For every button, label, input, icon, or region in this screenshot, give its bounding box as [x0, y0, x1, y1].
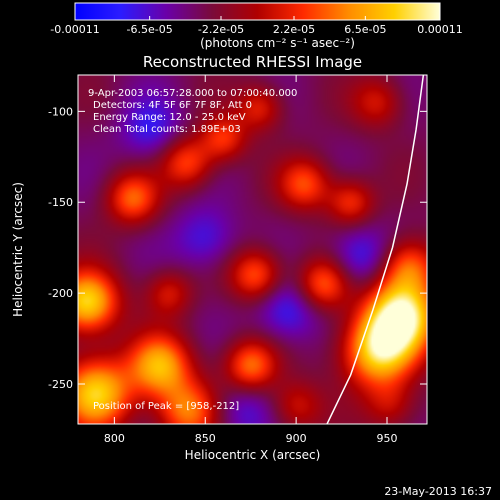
y-axis-label: Heliocentric Y (arcsec) [11, 182, 25, 317]
colorbar-ticks: -0.00011 -6.5e-05 -2.2e-05 2.2e-05 6.5e-05 0.… [50, 16, 463, 36]
y-tick-label: -200 [48, 287, 73, 300]
plot-area: 800 850 900 950 -100 -150 -200 -250 9-Apr-2003… [48, 74, 428, 445]
heatmap-image [78, 75, 427, 424]
colorbar-tick-label: 2.2e-05 [273, 23, 315, 36]
footer-date: 23-May-2013 16:37 [384, 485, 492, 498]
colorbar-tick-label: -0.00011 [50, 23, 99, 36]
y-tick-label: -250 [48, 378, 73, 391]
plot-frame [77, 74, 428, 425]
annotation-line: 9-Apr-2003 06:57:28.000 to 07:00:40.000 [88, 88, 297, 99]
y-axis-ticks: -100 -150 -200 -250 [48, 105, 427, 391]
x-tick-label: 850 [195, 432, 216, 445]
colorbar-tick-label: 0.00011 [417, 23, 463, 36]
y-tick-label: -100 [48, 105, 73, 118]
x-tick-label: 950 [377, 432, 398, 445]
annotation-line: Energy Range: 12.0 - 25.0 keV [93, 112, 246, 123]
peak-position-label: Position of Peak = [958,-212] [93, 401, 239, 412]
x-tick-label: 800 [104, 432, 125, 445]
colorbar-tick-label: 6.5e-05 [344, 23, 386, 36]
annotations: 9-Apr-2003 06:57:28.000 to 07:00:40.000D… [88, 88, 297, 135]
colorbar-tick-label: -6.5e-05 [127, 23, 173, 36]
x-axis-label: Heliocentric X (arcsec) [185, 448, 321, 462]
chart-title: Reconstructed RHESSI Image [143, 53, 362, 71]
colorbar-tick-label: -2.2e-05 [198, 23, 244, 36]
solar-limb-line [326, 75, 425, 424]
colorbar: -0.00011 -6.5e-05 -2.2e-05 2.2e-05 6.5e-05 0.… [50, 2, 463, 50]
y-tick-label: -150 [48, 196, 73, 209]
annotation-line: Detectors: 4F 5F 6F 7F 8F, Att 0 [93, 100, 252, 111]
colorbar-unit-label: (photons cm⁻² s⁻¹ asec⁻²) [200, 36, 355, 50]
x-tick-label: 900 [286, 432, 307, 445]
x-axis-ticks: 800 850 900 950 [104, 75, 398, 445]
colorbar-gradient [74, 2, 441, 21]
annotation-line: Clean Total counts: 1.89E+03 [93, 124, 241, 135]
